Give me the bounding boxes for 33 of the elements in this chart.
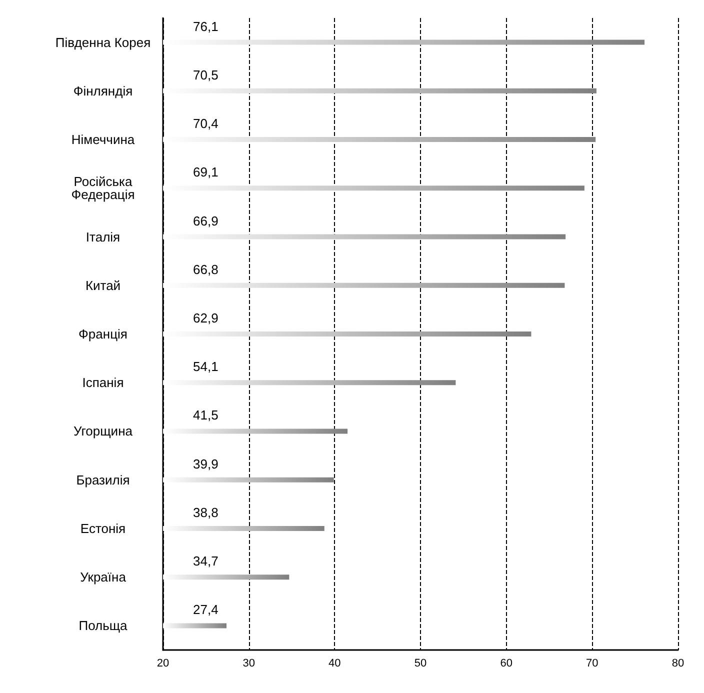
x-tick-label: 40 [328, 658, 341, 670]
data-label: 39,9 [193, 456, 218, 472]
data-label: 34,7 [193, 554, 218, 569]
x-tick-label: 70 [586, 658, 598, 670]
data-label: 70,4 [193, 116, 218, 132]
y-tick-label: Фінляндія [73, 83, 133, 98]
data-label: 62,9 [193, 310, 218, 326]
data-label: 54,1 [193, 359, 218, 374]
y-tick-label: Франція [78, 326, 128, 342]
y-tick-label: Бразилія [76, 472, 130, 488]
y-tick-label: Угорщина [74, 424, 134, 439]
x-tick-label: 20 [156, 658, 170, 670]
y-tick-label: Китай [85, 278, 121, 293]
data-label: 69,1 [193, 164, 218, 180]
x-tick-label: 80 [672, 658, 684, 670]
y-tick-label: Російська Федерація [71, 174, 135, 202]
data-label: 27,4 [193, 602, 218, 618]
y-tick-label: Польща [78, 618, 128, 634]
x-tick-label: 30 [242, 658, 255, 670]
y-tick-label: Німеччина [71, 132, 136, 148]
data-label: 70,5 [193, 67, 218, 82]
data-label: 66,9 [193, 213, 218, 228]
x-tick-label: 60 [500, 658, 512, 670]
y-tick-label: Україна [80, 570, 127, 585]
y-tick-label: Іспанія [82, 375, 124, 390]
data-label: 66,8 [193, 262, 218, 277]
y-tick-label: Італія [86, 229, 120, 244]
data-label: 38,8 [193, 504, 218, 520]
y-tick-label: Естонія [80, 520, 126, 536]
x-tick-label: 50 [414, 658, 427, 670]
y-tick-label: Південна Корея [55, 34, 151, 50]
data-label: 41,5 [193, 408, 218, 423]
data-label: 76,1 [193, 18, 218, 34]
